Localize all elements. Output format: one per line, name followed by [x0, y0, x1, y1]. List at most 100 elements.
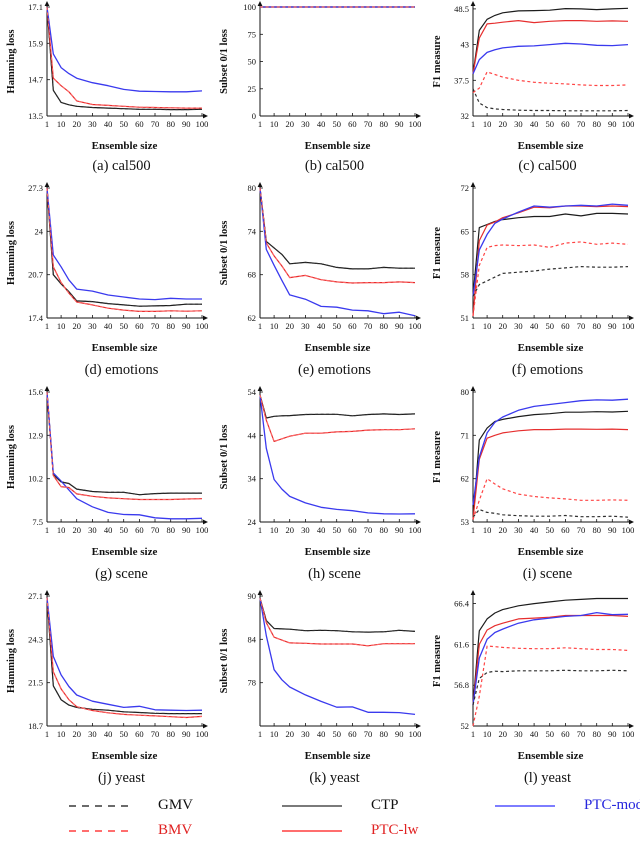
- svg-text:90: 90: [395, 525, 404, 535]
- svg-text:1: 1: [45, 321, 49, 331]
- svg-text:24.3: 24.3: [28, 634, 43, 644]
- chart-emotions-hamming-loss: 1 10 20 30 40 50 60 70 80 90 100 17.4 20.7 24 27.3 Hamm…: [0, 181, 213, 385]
- legend-item-ptc-mode: PTC-mode: [426, 793, 640, 818]
- x-axis-label: Ensemble size: [304, 140, 371, 152]
- svg-text:30: 30: [301, 525, 310, 535]
- svg-text:24: 24: [35, 226, 44, 236]
- svg-text:20: 20: [285, 119, 294, 129]
- svg-text:Hamming loss: Hamming loss: [6, 425, 17, 489]
- svg-text:71: 71: [461, 430, 470, 440]
- svg-text:84: 84: [248, 634, 257, 644]
- svg-text:80: 80: [592, 525, 601, 535]
- x-axis-label: Ensemble size: [304, 342, 371, 354]
- svg-text:20: 20: [498, 525, 507, 535]
- x-axis-label: Ensemble size: [91, 750, 158, 762]
- svg-text:60: 60: [348, 321, 357, 331]
- svg-text:25: 25: [248, 84, 257, 94]
- svg-text:80: 80: [166, 729, 175, 739]
- legend-line-sample: [69, 829, 129, 832]
- svg-text:62: 62: [461, 474, 470, 484]
- svg-text:Subset 0/1 loss: Subset 0/1 loss: [219, 221, 230, 286]
- svg-text:40: 40: [104, 119, 113, 129]
- svg-text:30: 30: [514, 525, 523, 535]
- legend-line-sample: [69, 804, 129, 807]
- svg-text:50: 50: [119, 729, 128, 739]
- svg-text:20: 20: [498, 119, 507, 129]
- svg-text:30: 30: [301, 729, 310, 739]
- svg-text:1: 1: [471, 729, 475, 739]
- svg-text:70: 70: [364, 321, 373, 331]
- svg-text:1: 1: [45, 729, 49, 739]
- chart-canvas: 1 10 20 30 40 50 60 70 80 90 100 62 68 74 80 Subset 0/1…: [219, 182, 421, 331]
- svg-text:20.7: 20.7: [28, 270, 43, 280]
- chart-canvas: 1 10 20 30 40 50 60 70 80 90 100 52 56.8 61.6 66.4 F1 m…: [432, 590, 634, 739]
- svg-text:70: 70: [364, 119, 373, 129]
- x-axis-label: Ensemble size: [304, 546, 371, 558]
- svg-text:100: 100: [196, 525, 209, 535]
- svg-text:100: 100: [622, 119, 635, 129]
- svg-text:80: 80: [592, 321, 601, 331]
- svg-text:80: 80: [461, 387, 470, 397]
- svg-text:80: 80: [166, 321, 175, 331]
- svg-text:40: 40: [317, 525, 326, 535]
- svg-text:50: 50: [332, 119, 341, 129]
- svg-text:10: 10: [57, 119, 66, 129]
- svg-text:Hamming loss: Hamming loss: [6, 30, 17, 94]
- svg-text:90: 90: [248, 591, 257, 601]
- svg-text:70: 70: [577, 729, 586, 739]
- svg-text:80: 80: [379, 525, 388, 535]
- svg-text:10: 10: [483, 525, 492, 535]
- svg-text:13.5: 13.5: [28, 111, 43, 121]
- svg-text:10: 10: [270, 321, 279, 331]
- svg-text:18.7: 18.7: [28, 721, 43, 731]
- svg-text:40: 40: [530, 119, 539, 129]
- chart-caption: (a) cal500: [92, 158, 151, 174]
- chart-canvas: 1 10 20 30 40 50 60 70 80 90 100 13.5 14.7 15.9 17.1 Ha…: [6, 1, 208, 129]
- svg-text:20: 20: [285, 525, 294, 535]
- svg-text:40: 40: [530, 321, 539, 331]
- svg-text:10: 10: [270, 729, 279, 739]
- svg-text:40: 40: [530, 729, 539, 739]
- svg-text:15.9: 15.9: [28, 38, 43, 48]
- chart-caption: (b) cal500: [304, 158, 365, 174]
- svg-text:50: 50: [332, 321, 341, 331]
- svg-text:51: 51: [461, 313, 470, 323]
- chart-grid: 1 10 20 30 40 50 60 70 80 90 100 13.5 14.7 15.9 17.1 Ha…: [0, 1, 639, 786]
- svg-text:F1 measure: F1 measure: [432, 431, 443, 483]
- legend-item-ctp: CTP: [213, 793, 426, 818]
- svg-text:100: 100: [622, 525, 635, 535]
- svg-text:44: 44: [248, 430, 257, 440]
- svg-text:65: 65: [461, 226, 470, 236]
- svg-text:10: 10: [57, 321, 66, 331]
- svg-text:F1 measure: F1 measure: [432, 635, 443, 687]
- svg-text:30: 30: [88, 321, 97, 331]
- svg-text:74: 74: [248, 226, 257, 236]
- svg-text:90: 90: [182, 119, 191, 129]
- svg-text:20: 20: [72, 321, 81, 331]
- svg-text:70: 70: [151, 119, 160, 129]
- svg-text:50: 50: [545, 729, 554, 739]
- svg-text:50: 50: [545, 321, 554, 331]
- svg-text:52: 52: [461, 721, 470, 731]
- svg-text:37.5: 37.5: [454, 75, 469, 85]
- svg-text:100: 100: [196, 321, 209, 331]
- svg-text:43: 43: [461, 40, 470, 50]
- svg-text:1: 1: [258, 729, 262, 739]
- svg-text:80: 80: [592, 729, 601, 739]
- svg-text:58: 58: [461, 270, 470, 280]
- x-axis-label: Ensemble size: [517, 546, 584, 558]
- chart-caption: (h) scene: [308, 566, 361, 582]
- svg-text:48.5: 48.5: [454, 4, 469, 14]
- svg-text:10.2: 10.2: [28, 474, 43, 484]
- svg-text:80: 80: [379, 729, 388, 739]
- chart-scene-f1: 1 10 20 30 40 50 60 70 80 90 100 53 62 71 80 F1 measure…: [426, 385, 639, 589]
- x-axis-label: Ensemble size: [517, 342, 584, 354]
- svg-text:66.4: 66.4: [454, 599, 470, 609]
- chart-canvas: 1 10 20 30 40 50 60 70 80 90 100 7.5 10.2 12.9 15.6 Ham…: [6, 386, 209, 535]
- chart-canvas: 1 10 20 30 40 50 60 70 80 90 100 17.4 20.7 24 27.3 Hamm…: [6, 182, 209, 331]
- svg-text:20: 20: [285, 321, 294, 331]
- svg-text:32: 32: [461, 111, 470, 121]
- svg-text:F1 measure: F1 measure: [432, 35, 443, 87]
- svg-text:40: 40: [104, 525, 113, 535]
- svg-text:30: 30: [301, 321, 310, 331]
